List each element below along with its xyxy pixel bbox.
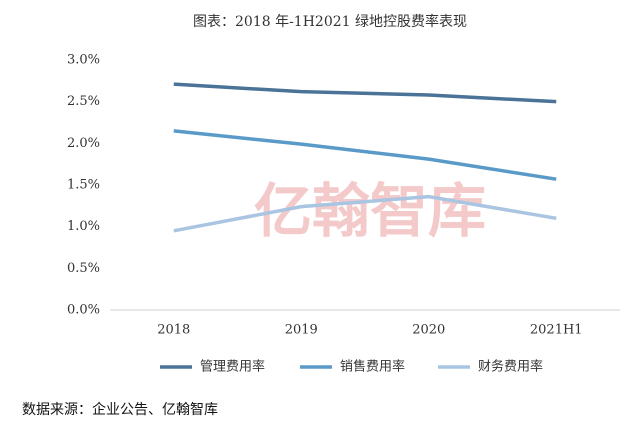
y-tick-label: 2.0%	[67, 136, 100, 151]
x-tick-label: 2018	[157, 323, 190, 338]
series-line	[173, 194, 557, 233]
source-note: 数据来源：企业公告、亿翰智库	[22, 401, 218, 418]
watermark: 亿翰智库	[254, 177, 486, 245]
y-tick-label: 1.0%	[67, 219, 100, 234]
y-tick-label: 2.5%	[67, 94, 100, 109]
x-tick-label: 2019	[285, 323, 318, 338]
y-tick-label: 3.0%	[67, 53, 100, 68]
y-tick-label: 0.0%	[67, 303, 100, 318]
series-line	[173, 129, 557, 181]
series-line	[173, 82, 557, 104]
x-tick-label: 2021H1	[530, 323, 583, 338]
x-tick-label: 2020	[412, 323, 445, 338]
chart-title: 图表：2018 年-1H2021 绿地控股费率表现	[193, 13, 467, 30]
y-tick-label: 1.5%	[67, 178, 100, 193]
legend-label: 销售费用率	[340, 359, 405, 375]
legend-label: 财务费用率	[478, 359, 543, 375]
legend-label: 管理费用率	[200, 359, 265, 375]
y-tick-label: 0.5%	[67, 261, 100, 276]
